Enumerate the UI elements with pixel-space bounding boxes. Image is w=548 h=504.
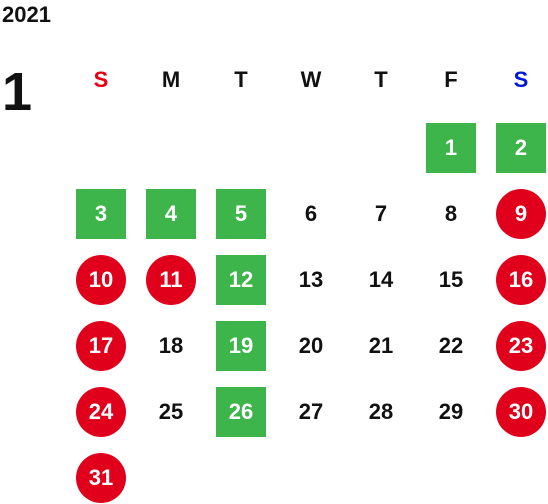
- calendar-cell: 2: [486, 122, 548, 174]
- day-31[interactable]: 31: [76, 453, 126, 503]
- day-25[interactable]: 25: [158, 399, 184, 424]
- calendar-cell: [206, 122, 276, 174]
- weekday-wednesday: W: [300, 67, 322, 92]
- weekday-friday: F: [444, 67, 458, 92]
- day-9[interactable]: 9: [496, 189, 546, 239]
- calendar-cell: 20: [276, 320, 346, 372]
- calendar-cell: 18: [136, 320, 206, 372]
- calendar-cell: 30: [486, 386, 548, 438]
- day-2[interactable]: 2: [496, 123, 546, 173]
- day-20[interactable]: 20: [298, 333, 324, 358]
- calendar-cell: 25: [136, 386, 206, 438]
- day-1[interactable]: 1: [426, 123, 476, 173]
- calendar-cell: 6: [276, 188, 346, 240]
- calendar-cell: 13: [276, 254, 346, 306]
- calendar-cell: [486, 452, 548, 504]
- year-label: 2021: [2, 2, 51, 27]
- day-13[interactable]: 13: [298, 267, 324, 292]
- calendar-week: 10 11 12 13 14 15 16: [66, 254, 546, 306]
- day-10[interactable]: 10: [76, 255, 126, 305]
- weekday-header: S M T W T F S: [66, 58, 546, 102]
- calendar-cell: 26: [206, 386, 276, 438]
- day-16[interactable]: 16: [496, 255, 546, 305]
- calendar-cell: 9: [486, 188, 548, 240]
- calendar-cell: 12: [206, 254, 276, 306]
- calendar-cell: 27: [276, 386, 346, 438]
- calendar-cell: 28: [346, 386, 416, 438]
- calendar-cell: 24: [66, 386, 136, 438]
- calendar-cell: 29: [416, 386, 486, 438]
- day-6[interactable]: 6: [304, 201, 318, 226]
- day-8[interactable]: 8: [444, 201, 458, 226]
- day-4[interactable]: 4: [146, 189, 196, 239]
- calendar-cell: 31: [66, 452, 136, 504]
- weekday-tuesday: T: [234, 67, 248, 92]
- day-23[interactable]: 23: [496, 321, 546, 371]
- day-12[interactable]: 12: [216, 255, 266, 305]
- day-17[interactable]: 17: [76, 321, 126, 371]
- calendar-week: 24 25 26 27 28 29 30: [66, 386, 546, 438]
- calendar-cell: 23: [486, 320, 548, 372]
- day-30[interactable]: 30: [496, 387, 546, 437]
- calendar-cell: 4: [136, 188, 206, 240]
- calendar-cell: [136, 452, 206, 504]
- calendar-cell: 8: [416, 188, 486, 240]
- day-7[interactable]: 7: [374, 201, 388, 226]
- calendar-cell: 15: [416, 254, 486, 306]
- day-26[interactable]: 26: [216, 387, 266, 437]
- calendar-cell: 14: [346, 254, 416, 306]
- calendar-cell: [136, 122, 206, 174]
- day-28[interactable]: 28: [368, 399, 394, 424]
- calendar-cell: 16: [486, 254, 548, 306]
- calendar-cell: [416, 452, 486, 504]
- calendar-cell: [206, 452, 276, 504]
- calendar-cell: [346, 122, 416, 174]
- weekday-thursday: T: [374, 67, 388, 92]
- calendar-cell: [66, 122, 136, 174]
- day-15[interactable]: 15: [438, 267, 464, 292]
- calendar-cell: 11: [136, 254, 206, 306]
- day-19[interactable]: 19: [216, 321, 266, 371]
- day-14[interactable]: 14: [368, 267, 394, 292]
- day-5[interactable]: 5: [216, 189, 266, 239]
- day-29[interactable]: 29: [438, 399, 464, 424]
- calendar-cell: 19: [206, 320, 276, 372]
- calendar-week: 31: [66, 452, 546, 504]
- weekday-sunday: S: [93, 67, 109, 92]
- day-27[interactable]: 27: [298, 399, 324, 424]
- calendar-cell: [346, 452, 416, 504]
- month-label: 1: [2, 62, 33, 122]
- calendar-cell: [276, 452, 346, 504]
- day-21[interactable]: 21: [368, 333, 394, 358]
- calendar-cell: 22: [416, 320, 486, 372]
- calendar-cell: 1: [416, 122, 486, 174]
- calendar-cell: 7: [346, 188, 416, 240]
- day-3[interactable]: 3: [76, 189, 126, 239]
- calendar-cell: 10: [66, 254, 136, 306]
- weekday-saturday: S: [513, 67, 529, 92]
- calendar-cell: [276, 122, 346, 174]
- calendar-grid: 1 2 3 4 5 6 7 8 9 10 11 12 13 14 15 16 17 18 19 20 21 22 23 24 2…: [66, 122, 546, 504]
- calendar-cell: 21: [346, 320, 416, 372]
- calendar-cell: 17: [66, 320, 136, 372]
- day-18[interactable]: 18: [158, 333, 184, 358]
- day-22[interactable]: 22: [438, 333, 464, 358]
- day-24[interactable]: 24: [76, 387, 126, 437]
- weekday-monday: M: [161, 67, 181, 92]
- day-11[interactable]: 11: [146, 255, 196, 305]
- calendar-cell: 5: [206, 188, 276, 240]
- calendar-cell: 3: [66, 188, 136, 240]
- calendar-week: 17 18 19 20 21 22 23: [66, 320, 546, 372]
